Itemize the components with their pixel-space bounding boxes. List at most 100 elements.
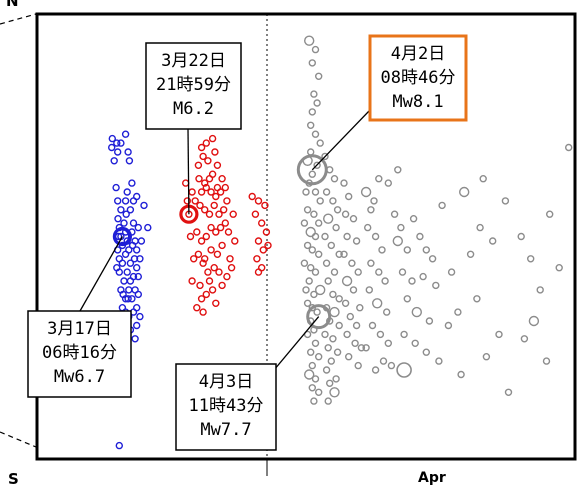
- data-point: [411, 306, 422, 318]
- data-point: [419, 272, 427, 281]
- data-point: [329, 335, 337, 343]
- data-point: [555, 264, 563, 272]
- data-point: [381, 277, 389, 285]
- large-event-marker: [296, 154, 328, 186]
- data-point: [212, 299, 220, 307]
- data-point: [202, 232, 211, 241]
- data-point: [117, 139, 125, 147]
- data-point: [341, 275, 353, 287]
- data-point: [308, 246, 316, 254]
- data-point: [134, 272, 143, 281]
- data-point: [335, 321, 343, 330]
- data-point: [368, 321, 377, 330]
- data-point: [126, 206, 135, 214]
- data-point: [124, 295, 132, 303]
- data-point: [476, 223, 484, 232]
- data-point: [316, 139, 324, 147]
- data-point: [340, 179, 348, 187]
- data-point: [315, 72, 323, 81]
- data-point: [303, 241, 312, 250]
- data-point: [120, 219, 128, 227]
- data-point: [365, 286, 373, 294]
- data-point: [345, 353, 353, 361]
- data-point: [261, 201, 269, 210]
- data-point: [327, 357, 335, 365]
- data-point: [136, 312, 144, 321]
- data-point: [403, 295, 411, 303]
- data-point: [409, 214, 418, 223]
- data-point: [113, 148, 122, 156]
- data-point: [335, 295, 343, 303]
- data-point: [118, 259, 127, 267]
- data-point: [375, 268, 383, 276]
- data-point: [310, 397, 318, 405]
- data-point: [308, 59, 316, 67]
- data-point: [387, 361, 396, 370]
- data-point: [213, 161, 222, 170]
- callout-label: 4月2日: [391, 44, 445, 64]
- plot-frame: [35, 12, 577, 461]
- data-point: [308, 361, 316, 370]
- data-point: [416, 232, 424, 241]
- data-point: [330, 174, 339, 183]
- data-point: [357, 344, 366, 352]
- data-point: [302, 188, 310, 196]
- data-point: [254, 268, 263, 276]
- data-point: [205, 210, 214, 218]
- data-point: [193, 228, 201, 236]
- data-point: [131, 335, 139, 343]
- data-point: [520, 335, 529, 343]
- data-point: [300, 219, 309, 227]
- data-point: [383, 308, 391, 316]
- data-point: [132, 321, 141, 330]
- data-point: [191, 197, 199, 205]
- data-point: [311, 45, 320, 54]
- data-point: [329, 290, 337, 299]
- data-point: [315, 284, 326, 296]
- data-point: [384, 339, 392, 347]
- data-point: [352, 237, 361, 245]
- data-point: [122, 210, 130, 218]
- data-point: [326, 379, 334, 387]
- data-point: [231, 237, 239, 245]
- data-point: [371, 366, 380, 374]
- data-point: [332, 223, 340, 232]
- data-point: [324, 397, 332, 405]
- data-point: [200, 206, 209, 214]
- data-point: [186, 232, 195, 241]
- data-point: [321, 330, 329, 339]
- data-point: [390, 210, 399, 218]
- data-point: [313, 161, 321, 170]
- data-point: [300, 259, 309, 267]
- data-point: [121, 197, 130, 205]
- data-point: [392, 235, 403, 247]
- large-event-marker: [112, 226, 133, 247]
- data-point: [229, 210, 237, 218]
- data-point: [259, 246, 267, 254]
- data-point: [221, 219, 230, 227]
- data-point: [202, 139, 211, 147]
- data-point: [354, 361, 362, 370]
- data-point: [188, 188, 196, 196]
- data-point: [333, 206, 342, 214]
- data-point: [329, 387, 340, 398]
- data-point: [343, 330, 351, 339]
- data-point: [128, 241, 137, 250]
- data-point: [189, 255, 198, 263]
- data-point: [197, 237, 206, 245]
- data-point: [200, 179, 209, 187]
- data-point: [194, 250, 203, 259]
- data-point: [226, 255, 234, 263]
- data-point: [307, 121, 315, 130]
- data-point: [308, 384, 316, 392]
- data-point: [372, 298, 383, 309]
- data-point: [517, 232, 525, 241]
- data-point: [315, 353, 323, 361]
- data-point: [403, 246, 411, 254]
- large-event-marker: [306, 304, 332, 330]
- data-point: [195, 174, 203, 183]
- data-point: [118, 304, 127, 312]
- data-point: [112, 183, 120, 192]
- data-point: [123, 268, 131, 276]
- data-point: [218, 241, 226, 250]
